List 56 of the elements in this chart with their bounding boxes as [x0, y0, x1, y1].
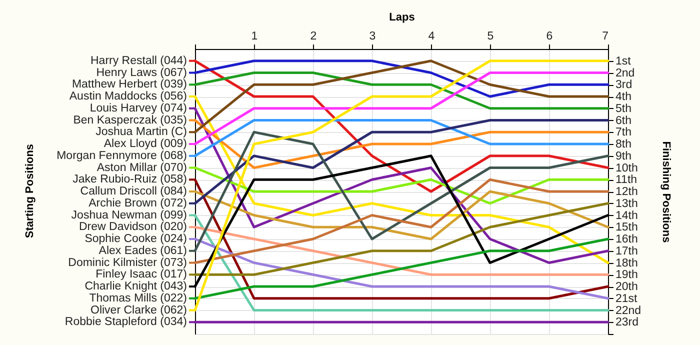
legend-label: Matthew Herbert (039)	[72, 78, 188, 91]
legend-label: Alex Eades (061)	[98, 244, 188, 257]
legend-label: Finley Isaac (017)	[96, 268, 188, 281]
legend-label: Joshua Newman (099)	[71, 209, 188, 222]
y-tick-label: 8th	[616, 138, 632, 150]
y-axis-title: Finishing Positions	[660, 141, 672, 243]
legend-label: Joshua Martin (C)	[96, 126, 188, 138]
y-tick-label: 19th	[616, 269, 638, 282]
legend-label: Dominic Kilmister (073)	[68, 256, 188, 269]
y-tick-label: 11th	[616, 174, 638, 186]
x-tick-label: 5	[487, 30, 494, 42]
y-tick-label: 10th	[616, 162, 638, 174]
legend-label: Callum Driscoll (084)	[80, 186, 188, 198]
y-tick-label: 7th	[616, 126, 632, 139]
x-axis-title: Laps	[389, 12, 415, 24]
legend-label: Sophie Cooke (024)	[84, 233, 188, 245]
legend-label: Austin Maddocks (056)	[69, 90, 188, 102]
y-tick-label: 4th	[616, 91, 632, 103]
y-tick-label: 17th	[616, 245, 638, 258]
y-tick-label: 14th	[616, 210, 638, 222]
x-tick-label: 1	[251, 30, 258, 42]
y-tick-label: 21st	[616, 292, 638, 305]
y-tick-label: 2nd	[616, 67, 635, 80]
legend-label: Louis Harvey (074)	[90, 102, 188, 114]
y-tick-label: 6th	[616, 114, 632, 127]
legend-label: Morgan Fennymore (068)	[56, 150, 188, 162]
legend-label: Harry Restall (044)	[90, 54, 188, 67]
y-tick-label: 15th	[616, 222, 638, 234]
x-tick-label: 6	[546, 30, 553, 42]
x-tick-label: 7	[602, 30, 608, 42]
y-tick-label: 5th	[616, 102, 632, 115]
y-tick-label: 22nd	[616, 304, 642, 317]
legend-label: Thomas Mills (022)	[89, 292, 188, 304]
legend-label: Jake Rubio-Ruiz (058)	[72, 174, 188, 186]
y-tick-label: 16th	[616, 234, 638, 246]
y-tick-label: 13th	[616, 198, 638, 210]
legend-label: Ben Kasperczak (035)	[73, 114, 188, 126]
y-tick-label: 9th	[616, 150, 632, 162]
legend-label: Archie Brown (072)	[88, 197, 188, 210]
legend-label: Henry Laws (067)	[96, 66, 188, 79]
legend-label: Robbie Stapleford (034)	[64, 316, 188, 328]
y-tick-label: 3rd	[616, 79, 632, 92]
legend-label: Oliver Clarke (062)	[90, 304, 188, 316]
y-tick-label: 1st	[616, 55, 632, 68]
y-tick-label: 12th	[616, 186, 638, 198]
legend-label: Drew Davidson (020)	[78, 221, 188, 234]
y-tick-label: 20th	[616, 281, 638, 293]
legend-label: Charlie Knight (043)	[84, 280, 188, 292]
legend-label: Aston Millar (070)	[96, 162, 188, 174]
x-tick-label: 2	[310, 30, 317, 42]
y-tick-label: 23rd	[616, 316, 639, 329]
x-tick-label: 4	[428, 30, 436, 42]
text: Starting Positions	[24, 144, 36, 238]
y-tick-label: 18th	[616, 257, 638, 270]
legend-label: Alex Lloyd (009)	[104, 138, 188, 150]
x-tick-label: 3	[369, 30, 376, 42]
